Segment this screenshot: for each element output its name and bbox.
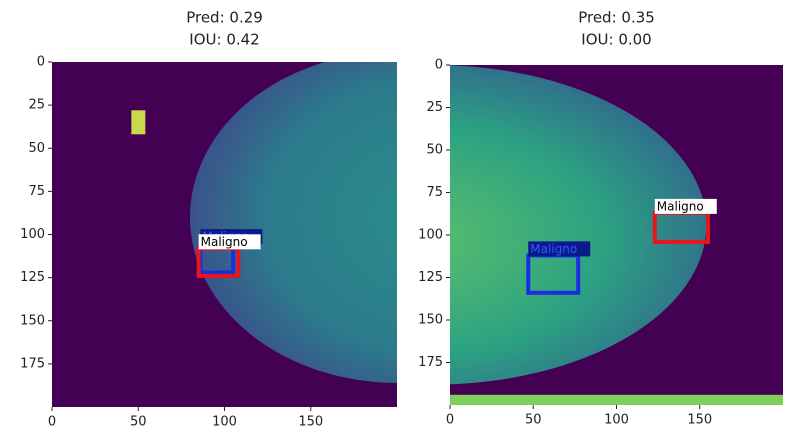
label-background	[528, 241, 591, 257]
image-content	[131, 62, 397, 383]
x-tick-label: 100	[604, 413, 629, 428]
y-tick-label: 100	[418, 228, 443, 243]
panel: Pred: 0.35 IOU: 0.00 0 50 100 150 0 25 50 75 100 12…	[418, 9, 783, 428]
marker	[131, 110, 146, 135]
image-content	[450, 65, 783, 405]
box-label: Maligno	[657, 199, 704, 213]
y-tick-label: 25	[426, 100, 443, 115]
subtitle: IOU: 0.00	[581, 31, 651, 49]
box-label: Maligno	[530, 242, 577, 256]
label-background	[198, 234, 261, 250]
x-tick-label: 150	[298, 415, 323, 430]
y-tick-label: 75	[28, 184, 45, 199]
title: Pred: 0.35	[578, 9, 655, 27]
y-tick-label: 100	[20, 227, 45, 242]
x-tick-label: 100	[212, 415, 237, 430]
y-tick-label: 50	[28, 141, 45, 156]
box-label: Maligno	[201, 235, 248, 249]
y-tick-label: 150	[418, 313, 443, 328]
tissue	[190, 62, 397, 383]
y-tick-label: 125	[20, 270, 45, 285]
title: Pred: 0.29	[186, 9, 263, 27]
x-tick-label: 0	[48, 415, 56, 430]
x-tick-label: 50	[130, 415, 147, 430]
label-background	[654, 198, 717, 214]
y-tick-label: 25	[28, 98, 45, 113]
panel: Pred: 0.29 IOU: 0.42 0 50 100 150 0 25 50 75 100 12…	[20, 9, 397, 430]
y-tick-label: 125	[418, 270, 443, 285]
y-tick-label: 0	[435, 58, 443, 73]
subtitle: IOU: 0.42	[189, 31, 259, 49]
y-tick-label: 75	[426, 185, 443, 200]
y-tick-label: 175	[20, 356, 45, 371]
film-edge	[450, 394, 783, 405]
x-tick-label: 0	[446, 413, 454, 428]
y-tick-label: 0	[37, 55, 45, 70]
x-tick-label: 50	[525, 413, 542, 428]
tissue	[450, 65, 707, 385]
y-tick-label: 50	[426, 143, 443, 158]
y-tick-label: 150	[20, 313, 45, 328]
x-tick-label: 150	[687, 413, 712, 428]
y-tick-label: 175	[418, 355, 443, 370]
